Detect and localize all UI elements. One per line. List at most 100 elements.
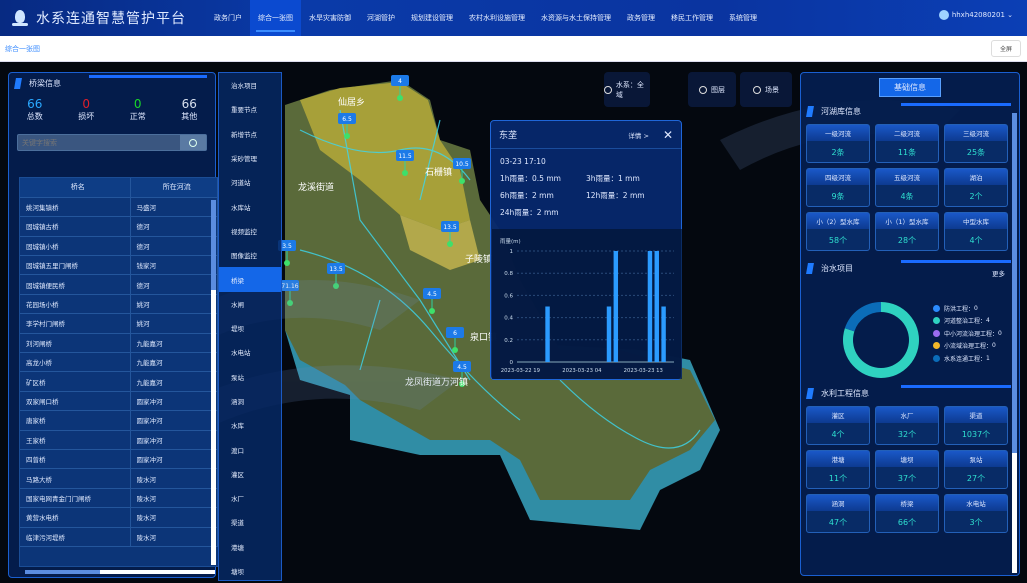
menu-item[interactable]: 渡口 [231, 446, 244, 455]
info-card[interactable]: 桥梁 66个 [875, 494, 939, 533]
nav-item[interactable]: 政务管理 [627, 14, 655, 22]
menu-item[interactable]: 桥梁 [219, 267, 281, 292]
detail-link[interactable]: 详情 > [628, 131, 649, 140]
info-card[interactable]: 塘坝 37个 [875, 450, 939, 489]
table-row[interactable]: 黄营水电桥 陵水河 [20, 507, 218, 528]
table-row[interactable]: 临津污河堤桥 陵水河 [20, 527, 218, 547]
menu-item[interactable]: 水库 [231, 422, 244, 431]
user-menu[interactable]: hhxh42080201 ⌄ [938, 10, 1013, 20]
info-card[interactable]: 一级河流 2条 [806, 124, 870, 163]
info-card[interactable]: 港塘 11个 [806, 450, 870, 489]
fullscreen-button[interactable]: 全屏 [991, 40, 1021, 57]
menu-item[interactable]: 采砂管理 [231, 155, 257, 164]
nav-item[interactable]: 水资源与水土保持管理 [541, 14, 611, 22]
info-card[interactable]: 涵洞 47个 [806, 494, 870, 533]
info-card[interactable]: 小（1）型水库 28个 [875, 212, 939, 251]
info-card[interactable]: 五级河流 4条 [875, 168, 939, 207]
info-card[interactable]: 水厂 32个 [875, 406, 939, 445]
donut-slice[interactable] [844, 302, 881, 332]
menu-item[interactable]: 视频监控 [231, 227, 257, 236]
info-card[interactable]: 三级河流 25条 [944, 124, 1008, 163]
map-marker[interactable]: 6.5 [338, 113, 356, 139]
menu-item[interactable]: 塘坝 [231, 568, 244, 577]
table-row[interactable]: 固城镇五里门闸桥 钱家河 [20, 255, 218, 276]
info-card[interactable]: 二级河流 11条 [875, 124, 939, 163]
legend-item[interactable]: 河道整治工程： 4 [933, 315, 1002, 328]
nav-item[interactable]: 规划建设管理 [411, 14, 453, 22]
table-row[interactable]: 姚河集镇桥 马盛河 [20, 197, 218, 218]
info-card[interactable]: 泵站 27个 [944, 450, 1008, 489]
nav-item[interactable]: 综合一张图 [250, 0, 301, 36]
search-button[interactable] [180, 135, 206, 150]
vertical-scrollbar[interactable] [211, 200, 216, 565]
map-marker[interactable]: 6 [446, 327, 464, 353]
map-marker[interactable]: 13.5 [441, 221, 459, 247]
map-marker[interactable]: 4.5 [453, 361, 471, 387]
info-card[interactable]: 小（2）型水库 58个 [806, 212, 870, 251]
map-marker[interactable]: 4 [391, 75, 409, 101]
bar[interactable] [606, 306, 612, 363]
info-card[interactable]: 湖泊 2个 [944, 168, 1008, 207]
bar[interactable] [661, 306, 666, 363]
info-card[interactable]: 中型水库 4个 [944, 212, 1008, 251]
menu-item[interactable]: 堤坝 [231, 325, 244, 334]
map-marker[interactable]: 11.5 [396, 150, 414, 176]
table-row[interactable]: 矿区桥 九能嘉河 [20, 371, 218, 392]
nav-item[interactable]: 水旱灾害防御 [309, 14, 351, 22]
menu-item[interactable]: 涵洞 [231, 398, 244, 406]
table-row[interactable]: 唐家桥 圆家冲河 [20, 410, 218, 431]
legend-item[interactable]: 小流域治理工程： 0 [933, 340, 1002, 353]
menu-item[interactable]: 图像监控 [231, 252, 257, 261]
table-row[interactable]: 四曾桥 圆家冲河 [20, 449, 218, 470]
column-header[interactable]: 桥名 [20, 178, 131, 198]
legend-item[interactable]: 中小河流治理工程： 0 [933, 327, 1002, 340]
bar[interactable] [613, 251, 619, 362]
table-row[interactable]: 高龙小桥 九能嘉河 [20, 352, 218, 373]
menu-item[interactable]: 水厂 [231, 495, 244, 504]
menu-item[interactable]: 重要节点 [231, 106, 257, 115]
menu-item[interactable]: 水电站 [231, 349, 251, 358]
legend-item[interactable]: 水系连通工程： 1 [933, 352, 1002, 365]
nav-item[interactable]: 政务门户 [214, 14, 242, 22]
menu-item[interactable]: 治水项目 [231, 82, 257, 91]
column-header[interactable]: 所在河流 [130, 178, 218, 198]
table-row[interactable]: 固城镇古桥 德河 [20, 216, 218, 237]
bar[interactable] [545, 306, 550, 363]
table-row[interactable]: 固城镇小桥 德河 [20, 236, 218, 257]
info-card[interactable]: 渠道 1037个 [944, 406, 1008, 445]
menu-item[interactable]: 新增节点 [231, 130, 257, 139]
table-row[interactable]: 国家电网青金门门闸桥 陵水河 [20, 488, 218, 509]
map-marker[interactable]: 10.5 [453, 158, 471, 184]
table-row[interactable]: 马路大桥 陵水河 [20, 468, 218, 489]
table-row[interactable]: 双家闸口桥 圆家冲河 [20, 391, 218, 412]
table-row[interactable]: 李学村门闸桥 姚河 [20, 313, 218, 334]
menu-item[interactable]: 水库站 [231, 203, 251, 212]
info-card[interactable]: 四级河流 9条 [806, 168, 870, 207]
toolbar-button[interactable]: 场景 [740, 72, 792, 107]
nav-item[interactable]: 农村水利设施管理 [469, 14, 525, 22]
menu-item[interactable]: 港塘 [231, 543, 244, 552]
toolbar-button[interactable]: 图层 [688, 72, 736, 107]
info-card[interactable]: 灌区 4个 [806, 406, 870, 445]
table-row[interactable]: 固城镇便民桥 德河 [20, 274, 218, 295]
nav-item[interactable]: 河湖管护 [367, 14, 395, 22]
menu-item[interactable]: 灌区 [231, 470, 244, 479]
vertical-scrollbar[interactable] [1012, 113, 1017, 573]
table-row[interactable]: 花园场小桥 姚河 [20, 294, 218, 315]
map-marker[interactable]: 13.5 [327, 263, 345, 289]
info-card[interactable]: 水电站 3个 [944, 494, 1008, 533]
nav-item[interactable]: 移民工作管理 [671, 14, 713, 22]
close-icon[interactable]: ✕ [662, 127, 673, 142]
map-marker[interactable]: 4.5 [423, 288, 441, 314]
map-marker[interactable]: 71.16 [281, 280, 299, 306]
nav-item[interactable]: 系统管理 [729, 14, 757, 22]
menu-item[interactable]: 泵站 [231, 373, 244, 382]
horizontal-scrollbar[interactable] [25, 570, 215, 574]
search-input[interactable] [18, 135, 180, 150]
bar[interactable] [654, 251, 659, 362]
map-marker[interactable]: 3.5 [278, 240, 296, 266]
menu-item[interactable]: 水闸 [231, 300, 244, 309]
legend-item[interactable]: 防洪工程： 0 [933, 302, 1002, 315]
bar[interactable] [647, 251, 653, 362]
table-row[interactable]: 刘河闸桥 九能嘉河 [20, 333, 218, 354]
